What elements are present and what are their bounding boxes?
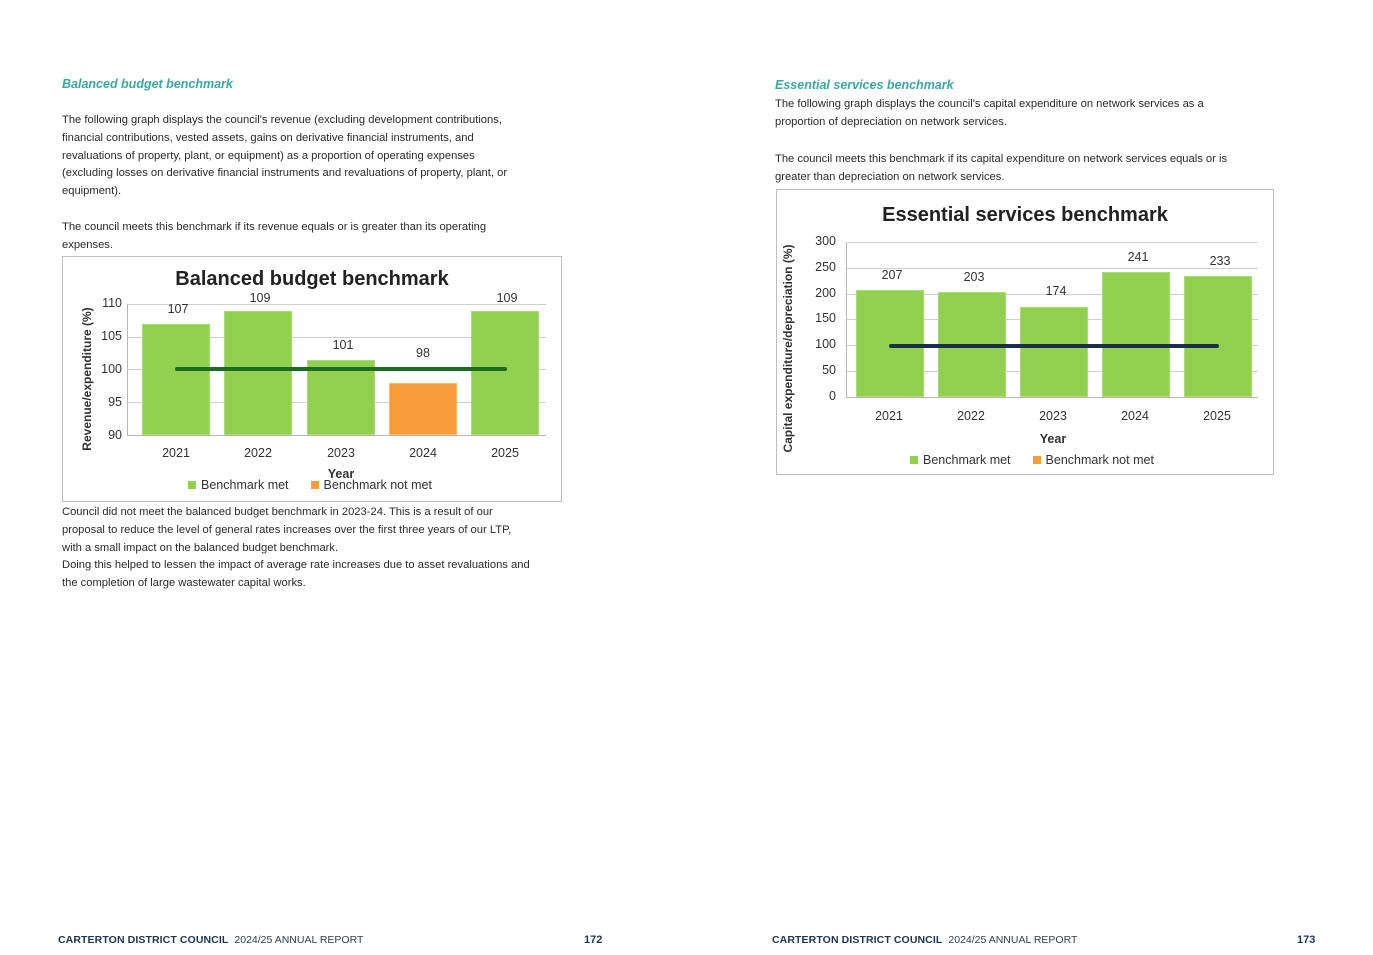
text-line: The following graph displays the council…: [775, 98, 1204, 110]
y-tick: 100: [815, 337, 836, 351]
x-tick: 2024: [1121, 409, 1149, 423]
data-label: 98: [416, 346, 430, 360]
section-heading: Balanced budget benchmark: [62, 77, 233, 91]
x-tick: 2023: [327, 446, 355, 460]
page-172: Balanced budget benchmark The following …: [0, 0, 686, 955]
bar-2023: [307, 360, 375, 435]
y-tick: 250: [815, 260, 836, 274]
data-label: 107: [167, 302, 189, 316]
bar-2023: [1020, 307, 1088, 397]
criteria-paragraph: The council meets this benchmark if its …: [775, 151, 1275, 187]
x-tick: 2023: [1039, 409, 1067, 423]
y-tick: 50: [822, 363, 836, 377]
plot-area: 207 203 174 241 233: [846, 242, 1258, 398]
legend-item-not-met: Benchmark not met: [1032, 453, 1154, 467]
chart-legend: Benchmark met Benchmark not met: [910, 453, 1154, 467]
text-line: The following graph displays the council…: [62, 114, 502, 126]
y-tick: 100: [101, 362, 122, 376]
x-tick: 2022: [244, 446, 272, 460]
text-line: revaluations of property, plant, or equi…: [62, 149, 475, 162]
x-tick: 2022: [957, 409, 985, 423]
intro-paragraph: The following graph displays the council…: [62, 112, 562, 201]
essential-services-chart: Essential services benchmark Capital exp…: [776, 189, 1274, 475]
x-tick: 2021: [162, 446, 190, 460]
bar-2021: [142, 324, 210, 435]
chart-title: Essential services benchmark: [882, 204, 1168, 226]
data-label: 109: [249, 291, 271, 305]
y-axis-label: Capital expenditure/depreciation (%): [781, 244, 795, 453]
x-tick: 2025: [1203, 409, 1231, 423]
text-line: Doing this helped to lessen the impact o…: [62, 559, 530, 572]
bar-2022: [224, 311, 292, 435]
footer-organization: CARTERTON DISTRICT COUNCIL: [772, 934, 943, 946]
y-tick: 0: [829, 389, 836, 403]
balanced-budget-chart: Balanced budget benchmark Revenue/expend…: [62, 256, 562, 502]
legend-item-not-met: Benchmark not met: [310, 478, 432, 492]
legend-item-met: Benchmark met: [910, 453, 1011, 467]
data-label: 241: [1127, 250, 1149, 264]
page-footer: CARTERTON DISTRICT COUNCIL 2024/25 ANNUAL…: [58, 934, 363, 946]
x-tick: 2021: [875, 409, 903, 423]
data-label: 174: [1045, 284, 1067, 298]
benchmark-line: [889, 344, 1219, 348]
page-number: 173: [1297, 934, 1316, 946]
bar-2024: [389, 383, 457, 435]
section-heading: Essential services benchmark: [775, 78, 954, 92]
x-axis-label: Year: [1039, 432, 1067, 446]
page-footer: CARTERTON DISTRICT COUNCIL 2024/25 ANNUAL…: [772, 934, 1077, 946]
benchmark-line: [175, 367, 507, 371]
footer-report: 2024/25 ANNUAL REPORT: [948, 934, 1078, 946]
footer-report: 2024/25 ANNUAL REPORT: [234, 934, 364, 946]
page-number: 172: [584, 934, 603, 946]
chart-legend: Benchmark met Benchmark not met: [188, 478, 432, 492]
data-label: 109: [496, 291, 518, 305]
text-line: financial contributions, vested assets, …: [62, 131, 474, 144]
y-tick: 300: [815, 234, 836, 248]
y-tick: 90: [108, 428, 122, 442]
y-tick: 95: [108, 395, 122, 409]
text-line: The council meets this benchmark if its …: [62, 221, 487, 233]
text-line: with a small impact on the balanced budg…: [62, 541, 339, 554]
text-line: Council did not meet the balanced budget…: [62, 506, 493, 518]
data-label: 101: [332, 338, 354, 352]
plot-area: 107 109 101 98 109: [127, 291, 546, 436]
note-paragraph: Council did not meet the balanced budget…: [62, 504, 572, 593]
legend-swatch-orange: [310, 481, 319, 489]
x-tick: 2024: [409, 446, 437, 460]
data-label: 233: [1209, 254, 1231, 268]
legend-swatch-orange: [1032, 456, 1041, 464]
text-line: equipment).: [62, 185, 122, 198]
text-line: expenses.: [62, 238, 113, 251]
bar-2025: [1184, 276, 1252, 397]
legend-item-met: Benchmark met: [188, 478, 289, 492]
page-173: Essential services benchmark The followi…: [686, 0, 1373, 955]
text-line: greater than depreciation on network ser…: [775, 170, 1005, 183]
criteria-paragraph: The council meets this benchmark if its …: [62, 219, 562, 255]
data-label: 203: [963, 270, 985, 284]
y-tick: 110: [102, 296, 122, 310]
text-line: proposal to reduce the level of general …: [62, 523, 512, 536]
data-label: 207: [881, 268, 903, 282]
legend-swatch-green: [188, 481, 196, 489]
legend-swatch-green: [910, 456, 918, 464]
y-tick: 105: [101, 329, 122, 343]
text-line: proportion of depreciation on network se…: [775, 115, 1007, 128]
intro-paragraph: The following graph displays the council…: [775, 96, 1275, 132]
bar-2025: [471, 311, 539, 435]
bar-2021: [856, 290, 924, 397]
chart-title: Balanced budget benchmark: [175, 268, 449, 290]
x-axis-label: Year: [327, 467, 355, 481]
y-tick: 200: [815, 286, 836, 300]
footer-organization: CARTERTON DISTRICT COUNCIL: [58, 934, 229, 946]
bar-2024: [1102, 272, 1170, 397]
x-tick: 2025: [491, 446, 519, 460]
text-line: The council meets this benchmark if its …: [775, 153, 1228, 165]
text-line: (excluding losses on derivative financia…: [62, 167, 508, 180]
y-tick: 150: [815, 311, 836, 325]
text-line: the completion of large wastewater capit…: [62, 577, 306, 590]
